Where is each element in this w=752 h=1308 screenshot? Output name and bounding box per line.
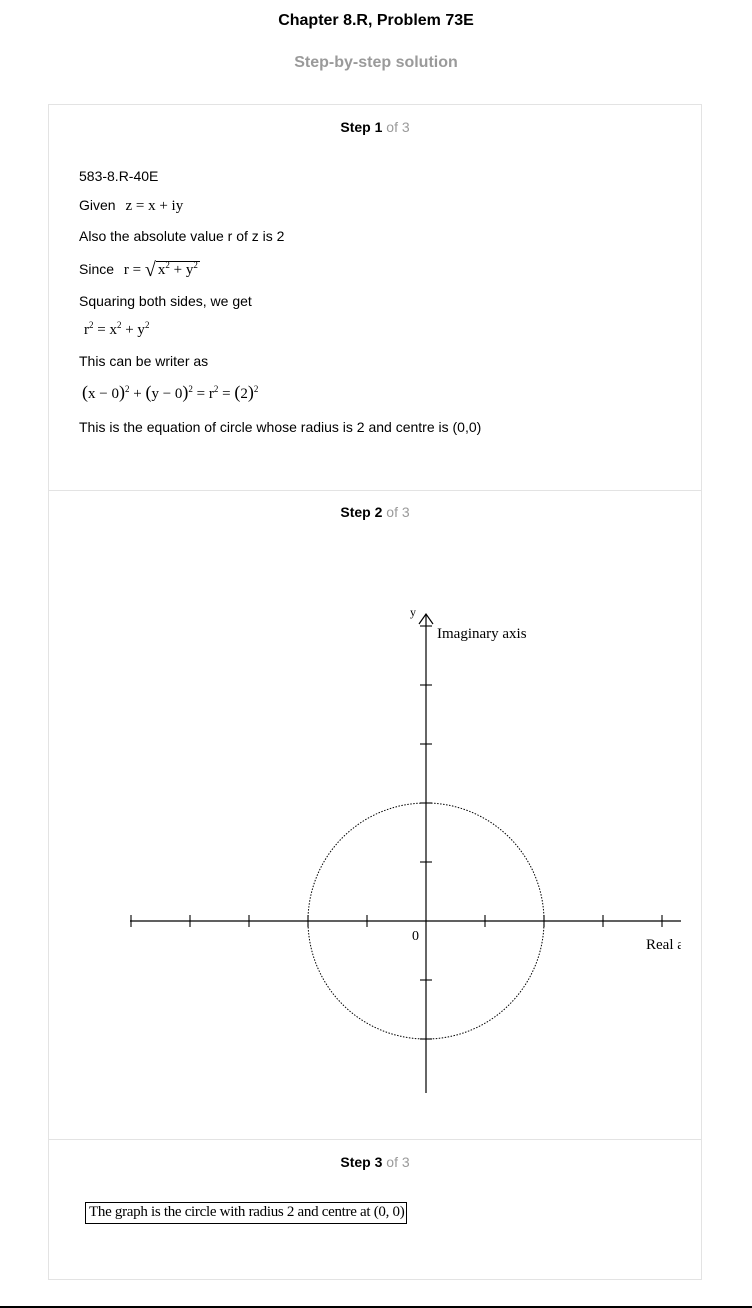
step-3-heading: Step 3 of 3 bbox=[49, 1154, 701, 1170]
given-equation: z = x + iy bbox=[125, 198, 184, 214]
solution-card: Step 1 of 3 583-8.R-40E Given z = x + iy… bbox=[48, 104, 702, 1280]
final-answer-box: The graph is the circle with radius 2 an… bbox=[85, 1202, 408, 1224]
axes bbox=[130, 612, 681, 1093]
x-axis-label: Real axis bbox=[646, 937, 681, 953]
given-line: Given z = x + iy bbox=[79, 197, 184, 214]
page-title: Chapter 8.R, Problem 73E bbox=[278, 12, 474, 29]
step-divider bbox=[49, 490, 701, 491]
step-of-total: of 3 bbox=[386, 504, 410, 520]
writer-text: This can be writer as bbox=[79, 353, 209, 369]
absolute-value-text: Also the absolute value r of z is 2 bbox=[79, 228, 285, 244]
radius-circle bbox=[307, 802, 545, 1040]
since-line: Since r = √ x2 + y2 bbox=[79, 259, 200, 281]
squaring-text: Squaring both sides, we get bbox=[79, 293, 252, 309]
step-2-heading: Step 2 of 3 bbox=[49, 504, 701, 520]
step-word: Step bbox=[340, 119, 371, 135]
step-of-total: of 3 bbox=[386, 119, 410, 135]
problem-ref: 583-8.R-40E bbox=[79, 168, 159, 184]
step-of-total: of 3 bbox=[386, 1154, 410, 1170]
step-number: 2 bbox=[374, 504, 383, 520]
y-axis-variable: y bbox=[410, 605, 416, 619]
step-1-heading: Step 1 of 3 bbox=[49, 119, 701, 135]
origin-label: 0 bbox=[412, 929, 419, 944]
y-axis-label: Imaginary axis bbox=[437, 626, 527, 642]
step-word: Step bbox=[340, 504, 371, 520]
conclusion-text: This is the equation of circle whose rad… bbox=[79, 419, 482, 435]
y-axis-arrow bbox=[418, 612, 434, 625]
circle-equation: (x − 0)2 + (y − 0)2 = r2 = (2)2 bbox=[82, 382, 259, 402]
squared-equation: r2 = x2 + y2 bbox=[84, 320, 150, 339]
step-divider bbox=[49, 1139, 701, 1140]
modulus-equation: r = √ x2 + y2 bbox=[123, 259, 200, 281]
step-word: Step bbox=[340, 1154, 371, 1170]
bottom-rule bbox=[0, 1306, 752, 1308]
step-number: 1 bbox=[374, 119, 383, 135]
complex-plane-graph: y Imaginary axis x Real axis 0 bbox=[130, 605, 681, 1093]
step-number: 3 bbox=[374, 1154, 383, 1170]
page-subtitle: Step-by-step solution bbox=[294, 54, 458, 71]
